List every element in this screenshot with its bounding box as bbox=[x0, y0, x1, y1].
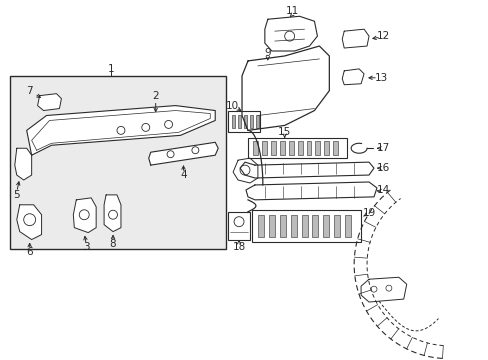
Polygon shape bbox=[342, 69, 364, 85]
Bar bbox=[257, 215, 264, 237]
Bar bbox=[333, 141, 338, 155]
Polygon shape bbox=[38, 94, 61, 111]
Bar bbox=[315, 141, 320, 155]
Bar bbox=[244, 114, 246, 129]
Bar bbox=[288, 141, 293, 155]
Text: 10: 10 bbox=[225, 100, 238, 111]
Bar bbox=[301, 215, 307, 237]
Bar bbox=[323, 215, 328, 237]
Text: 19: 19 bbox=[362, 208, 375, 218]
Bar bbox=[232, 114, 235, 129]
Bar bbox=[251, 210, 360, 242]
Text: 8: 8 bbox=[109, 239, 116, 249]
Bar bbox=[290, 215, 296, 237]
Bar bbox=[228, 212, 249, 239]
Text: 7: 7 bbox=[26, 86, 33, 96]
Text: 18: 18 bbox=[232, 243, 245, 252]
Bar bbox=[312, 215, 318, 237]
Polygon shape bbox=[27, 105, 215, 155]
Bar bbox=[249, 114, 252, 129]
Polygon shape bbox=[342, 29, 368, 48]
Text: 6: 6 bbox=[26, 247, 33, 257]
Text: 17: 17 bbox=[377, 143, 390, 153]
Bar bbox=[262, 141, 266, 155]
Bar bbox=[247, 138, 346, 158]
Text: 5: 5 bbox=[14, 190, 20, 200]
Text: 14: 14 bbox=[377, 185, 390, 195]
Bar bbox=[306, 141, 311, 155]
Text: 13: 13 bbox=[373, 73, 387, 83]
Bar bbox=[255, 114, 258, 129]
Text: 4: 4 bbox=[180, 170, 186, 180]
Polygon shape bbox=[240, 162, 373, 178]
Polygon shape bbox=[264, 16, 317, 51]
Polygon shape bbox=[104, 195, 121, 231]
Text: 12: 12 bbox=[377, 31, 390, 41]
Text: 1: 1 bbox=[107, 64, 114, 74]
Bar bbox=[279, 215, 285, 237]
Polygon shape bbox=[360, 277, 406, 302]
Bar bbox=[238, 114, 241, 129]
Text: 2: 2 bbox=[152, 91, 159, 101]
Polygon shape bbox=[148, 142, 218, 165]
Polygon shape bbox=[233, 158, 257, 183]
Bar bbox=[297, 141, 302, 155]
Bar bbox=[268, 215, 274, 237]
Bar bbox=[345, 215, 350, 237]
Bar bbox=[270, 141, 275, 155]
Bar bbox=[252, 141, 257, 155]
Polygon shape bbox=[242, 46, 328, 130]
Text: 3: 3 bbox=[83, 243, 89, 252]
Bar bbox=[324, 141, 328, 155]
Text: 16: 16 bbox=[377, 163, 390, 173]
Polygon shape bbox=[17, 205, 41, 239]
Bar bbox=[334, 215, 340, 237]
Polygon shape bbox=[245, 182, 376, 200]
Bar bbox=[10, 76, 225, 249]
Text: 9: 9 bbox=[264, 48, 270, 58]
Polygon shape bbox=[15, 148, 32, 180]
Polygon shape bbox=[73, 198, 96, 233]
Bar bbox=[279, 141, 284, 155]
Bar bbox=[228, 111, 259, 132]
Text: 11: 11 bbox=[285, 6, 299, 16]
Text: 15: 15 bbox=[278, 127, 291, 138]
